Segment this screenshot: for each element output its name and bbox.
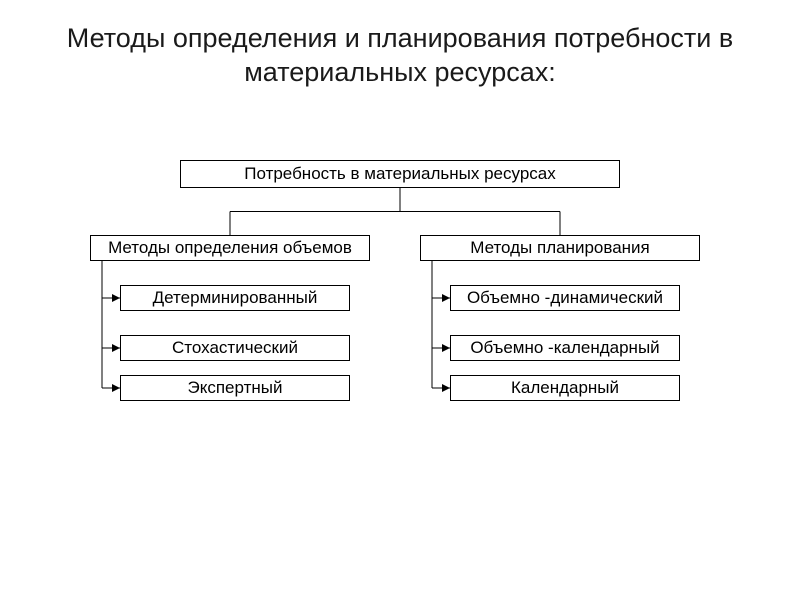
node-right-2: Объемно -календарный	[450, 335, 680, 361]
node-left-3: Экспертный	[120, 375, 350, 401]
node-left-1: Детерминированный	[120, 285, 350, 311]
slide-title: Методы определения и планирования потреб…	[0, 22, 800, 90]
node-right-heading: Методы планирования	[420, 235, 700, 261]
node-right-1: Объемно -динамический	[450, 285, 680, 311]
node-left-2: Стохастический	[120, 335, 350, 361]
node-right-3: Календарный	[450, 375, 680, 401]
node-root: Потребность в материальных ресурсах	[180, 160, 620, 188]
node-left-heading: Методы определения объемов	[90, 235, 370, 261]
slide: Методы определения и планирования потреб…	[0, 0, 800, 600]
